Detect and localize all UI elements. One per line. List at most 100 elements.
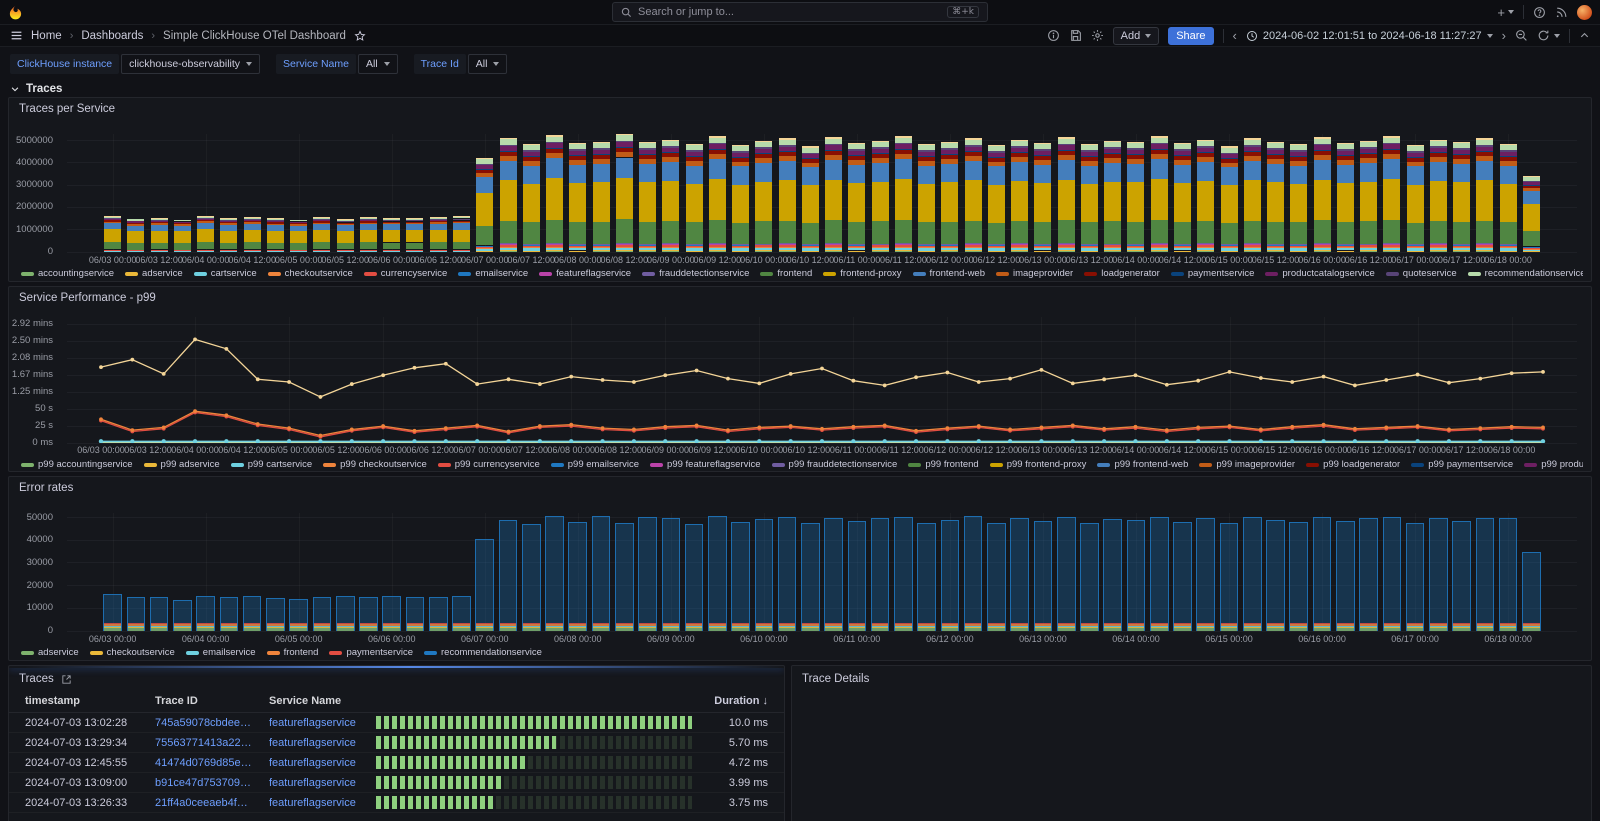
service-name-select[interactable]: All [357,53,398,74]
trace-id-link[interactable]: 41474d0769d85ee2828... [155,756,261,769]
error-bar[interactable] [335,596,355,631]
legend-item[interactable]: recommendationservice [424,647,542,658]
panel-expand-icon[interactable] [61,674,72,685]
bar[interactable] [685,144,703,252]
error-bar[interactable] [1242,517,1262,631]
error-bar[interactable] [1498,518,1518,631]
service-name-link[interactable]: featureflagservice [269,756,356,769]
bar[interactable] [127,219,145,252]
error-bar[interactable] [917,522,936,631]
error-bar[interactable] [1382,517,1402,631]
refresh-button[interactable] [1537,29,1560,42]
line-chart[interactable] [67,317,1577,444]
time-shift-forward-icon[interactable]: › [1501,28,1506,43]
error-bar[interactable] [801,523,820,631]
dashboard-settings-icon[interactable] [1091,29,1104,42]
error-bar[interactable] [824,517,843,631]
bar[interactable] [825,137,843,252]
bar[interactable] [708,136,726,252]
error-bar[interactable] [359,597,378,631]
grafana-logo[interactable] [8,5,23,20]
bar[interactable] [383,217,401,253]
menu-icon[interactable] [10,29,23,42]
bar[interactable] [1429,139,1447,252]
error-bar[interactable] [289,599,308,631]
bar[interactable] [429,216,447,252]
legend-item[interactable]: recommendationservice [1467,268,1583,279]
error-bar[interactable] [870,518,890,631]
legend-item[interactable]: p99 featureflagservice [650,459,761,470]
bar-chart[interactable] [67,513,1577,632]
col-service-name[interactable]: Service Name [269,694,342,707]
search-input[interactable]: Search or jump to... ⌘+k [612,2,988,22]
legend-item[interactable]: imageprovider [996,268,1073,279]
legend-item[interactable]: frauddetectionservice [642,268,749,279]
error-bar[interactable] [242,595,262,631]
trace-id-select[interactable]: All [467,53,508,74]
error-bar[interactable] [498,519,518,631]
legend-item[interactable]: paymentservice [1170,268,1254,279]
bar[interactable] [941,141,959,252]
bar[interactable] [546,135,564,252]
error-bar[interactable] [545,516,564,631]
error-bar[interactable] [1289,522,1309,631]
legend-item[interactable]: p99 currencyservice [437,459,540,470]
error-bar[interactable] [1056,517,1076,631]
bar[interactable] [732,145,750,252]
dashboard-insights-icon[interactable] [1047,29,1060,42]
bar[interactable] [359,217,377,252]
legend-item[interactable]: frontend-web [912,268,985,279]
bar[interactable] [104,215,122,252]
error-bar[interactable] [266,598,285,631]
legend-item[interactable]: frontend-proxy [823,268,902,279]
legend-item[interactable]: adservice [21,647,79,658]
error-bar[interactable] [173,600,192,631]
legend-item[interactable]: p99 emailservice [550,459,639,470]
error-bar[interactable] [1405,523,1425,631]
bar[interactable] [499,138,517,252]
row-traces-header[interactable]: Traces [0,80,1600,97]
bar[interactable] [615,134,633,252]
bar[interactable] [894,136,912,252]
bar[interactable] [987,145,1005,252]
bar[interactable] [1150,136,1168,252]
datasource-select[interactable]: clickhouse-observability [121,53,261,74]
bar[interactable] [848,142,866,252]
error-bar[interactable] [521,524,541,631]
bar[interactable] [243,217,261,252]
bar[interactable] [755,140,773,252]
bar[interactable] [1243,138,1261,252]
legend-item[interactable]: loadgenerator [1084,268,1160,279]
legend-item[interactable]: accountingservice [21,268,114,279]
bar[interactable] [1267,141,1285,252]
avatar[interactable] [1577,4,1592,20]
legend-item[interactable]: checkoutservice [267,268,353,279]
bar[interactable] [918,144,936,252]
bar[interactable] [1127,141,1145,252]
legend-item[interactable]: p99 frontend-proxy [989,459,1086,470]
collapse-toolbar-icon[interactable] [1579,30,1590,41]
legend-item[interactable]: p99 cartservice [230,459,312,470]
add-button[interactable]: Add [1112,26,1160,45]
legend-item[interactable]: frontend [266,647,318,658]
error-bar[interactable] [1149,516,1169,631]
service-name-link[interactable]: featureflagservice [269,796,356,809]
error-bar[interactable] [1173,522,1192,631]
legend-item[interactable]: featureflagservice [539,268,631,279]
col-timestamp[interactable]: timestamp [25,694,81,707]
trace-id-link[interactable]: 745a59078cbdeec39b7... [155,716,261,729]
error-bar[interactable] [568,522,588,631]
error-bar[interactable] [731,522,750,631]
error-bar[interactable] [847,520,867,631]
panel-title[interactable]: Traces [19,673,54,685]
error-bar[interactable] [1219,523,1239,631]
legend-item[interactable]: p99 paymentservice [1411,459,1513,470]
share-button[interactable]: Share [1168,26,1214,45]
bar[interactable] [1522,176,1540,252]
error-bar[interactable] [708,516,727,631]
bar[interactable] [266,218,284,252]
bar[interactable] [1011,139,1029,252]
error-bar[interactable] [661,518,681,631]
trace-id-link[interactable]: 21ff4a0ceeaeb4fd90af0... [155,796,261,809]
legend-item[interactable]: emailservice [185,647,256,658]
